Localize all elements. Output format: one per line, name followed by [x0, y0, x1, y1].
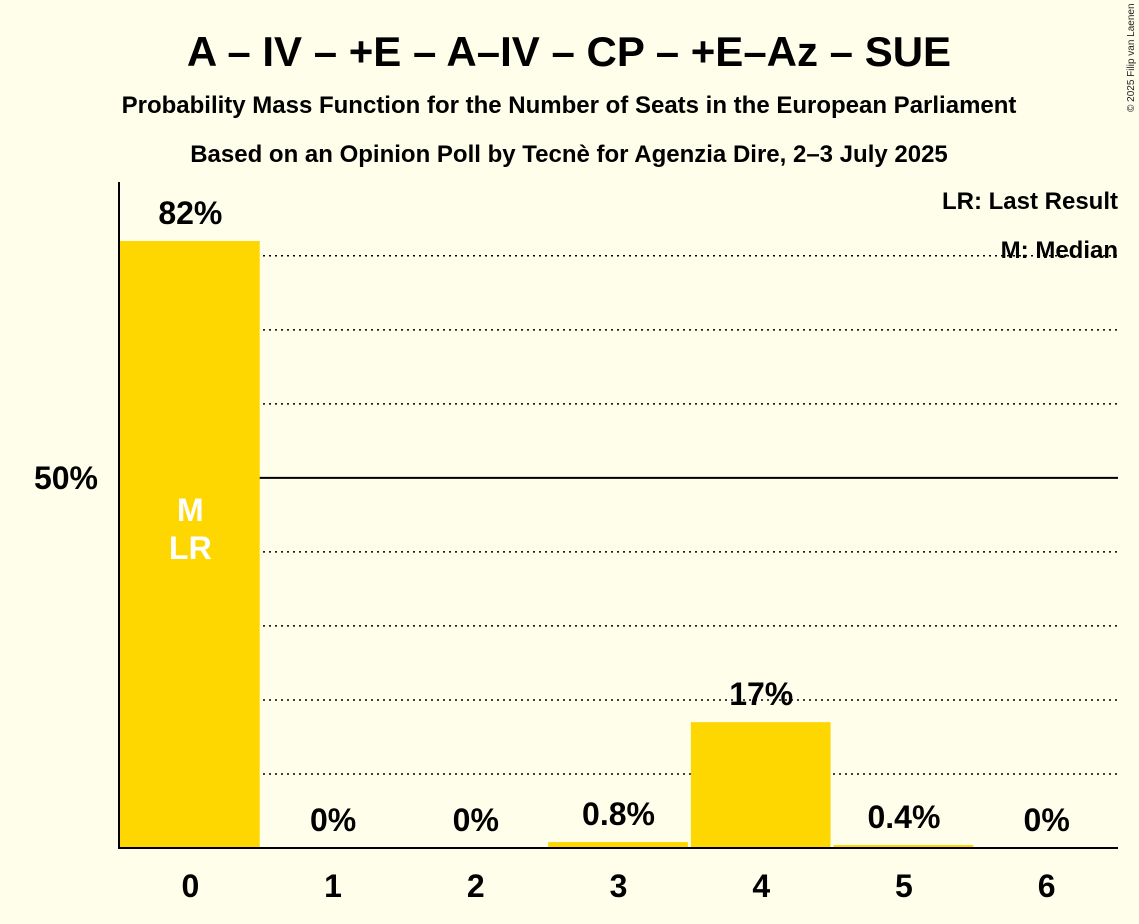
x-tick-labels: 0 1 2 3 4 5 6 — [181, 868, 1055, 904]
value-label-4: 17% — [729, 676, 793, 712]
value-label-6: 0% — [1024, 802, 1070, 838]
x-tick-3: 3 — [610, 868, 628, 904]
value-label-2: 0% — [453, 802, 499, 838]
value-label-3: 0.8% — [582, 796, 655, 832]
x-tick-0: 0 — [181, 868, 199, 904]
bar-4 — [690, 722, 831, 848]
value-label-0: 82% — [158, 195, 222, 231]
legend-median: M: Median — [1001, 237, 1118, 264]
bar-3 — [548, 842, 688, 848]
chart-subtitle-source: Based on an Opinion Poll by Tecnè for Ag… — [190, 141, 948, 168]
x-tick-1: 1 — [324, 868, 342, 904]
bars — [120, 241, 974, 848]
bar-marker-0: LR — [169, 530, 212, 566]
copyright-note: © 2025 Filip van Laenen — [1126, 3, 1137, 112]
x-tick-4: 4 — [752, 868, 770, 904]
bar-0 — [120, 241, 260, 848]
y-tick-label-50: 50% — [34, 460, 98, 496]
bar-marker-0: M — [177, 492, 204, 528]
chart-subtitle: Probability Mass Function for the Number… — [122, 92, 1017, 119]
x-tick-5: 5 — [895, 868, 913, 904]
gridlines — [119, 255, 1118, 775]
x-tick-6: 6 — [1038, 868, 1056, 904]
x-tick-2: 2 — [467, 868, 485, 904]
value-labels: 82% MLR 0% 0% 0.8% 17% 0.4% 0% — [158, 195, 1069, 838]
chart-title: A – IV – +E – A–IV – CP – +E–Az – SUE — [187, 28, 951, 75]
value-label-1: 0% — [310, 802, 356, 838]
legend-last-result: LR: Last Result — [942, 188, 1118, 215]
value-label-5: 0.4% — [867, 799, 940, 835]
bar-5 — [833, 845, 974, 848]
